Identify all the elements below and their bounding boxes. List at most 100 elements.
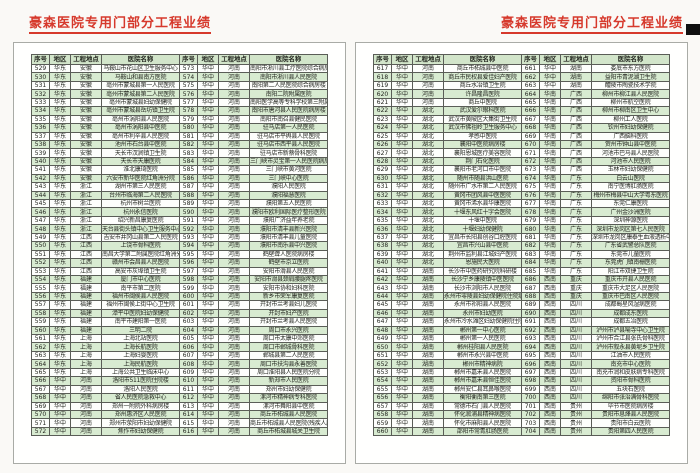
serial-cell: 659: [373, 418, 392, 428]
table-row: 638 华中 湖北 宜昌市兴山县中医院 682 华南 广东 广东省武警总队医院: [373, 241, 670, 251]
location-cell: 广西: [560, 165, 592, 175]
hospital-name-cell: 省人民医院急救中心: [101, 393, 180, 403]
serial-cell: 612: [179, 393, 198, 403]
serial-cell: 677: [521, 198, 540, 209]
serial-cell: 650: [373, 342, 392, 352]
serial-cell: 691: [521, 317, 540, 327]
location-cell: 四川: [560, 367, 592, 378]
location-cell: 四川: [560, 317, 592, 327]
table-row: 571华中河南郑州市荥阳市妇幼保健院615华中河南商丘市柘城县人民医院(残疾人康…: [31, 418, 328, 428]
location-cell: 河南: [218, 367, 250, 378]
region-cell: 华东: [49, 80, 71, 91]
hospital-name-cell: 福州市闽侯上街中心卫生院: [101, 300, 180, 310]
serial-cell: 547: [31, 215, 50, 226]
region-cell: 华中: [539, 80, 561, 91]
hospital-name-cell: 厦门市中心医院: [101, 274, 180, 285]
region-cell: 华东: [49, 274, 71, 285]
region-cell: 华东: [49, 291, 71, 302]
hospital-name-cell: 湖州市第三人民医院: [101, 182, 180, 192]
region-cell: 华东: [49, 131, 71, 141]
serial-cell: 671: [521, 148, 540, 158]
location-cell: 湖南: [412, 359, 444, 369]
location-cell: 安徽: [70, 89, 102, 99]
hospital-name-cell: 洛阳市511医院住院楼: [101, 376, 180, 386]
location-cell: 河南: [218, 215, 250, 226]
serial-cell: 695: [521, 350, 540, 361]
hospital-name-cell: 驻马店市新蔡骨科医院: [249, 148, 328, 158]
serial-cell: 684: [521, 258, 540, 268]
hospital-name-cell: 驻马店第一人民医院: [249, 123, 328, 133]
hospital-name-cell: 长沙市浏阳市人民医院: [443, 283, 522, 293]
location-cell: 上海: [70, 359, 102, 369]
table-row: 659 华中 湖南 怀化市麻阳县人民医院 703 西南 贵州 贵阳市白云医院: [373, 418, 670, 428]
location-cell: 福建: [70, 325, 102, 336]
serial-cell: 670: [521, 139, 540, 150]
serial-cell: 534: [31, 106, 50, 116]
hospital-name-cell: 永州市冷水滩区妇幼保健院住院病房楼: [443, 317, 522, 327]
column-header-serial: 序号: [179, 54, 198, 65]
table-row: 569 华中 河南 郑州一附院外科病房楼 613 华中 河南 漯河市舞阳县中医院: [31, 401, 328, 411]
hospital-name-cell: 郑州惠济区人民医院: [101, 409, 180, 420]
serial-cell: 702: [521, 409, 540, 420]
location-cell: 河南: [218, 156, 250, 167]
location-cell: 福建: [70, 300, 102, 310]
region-cell: 华中: [391, 114, 413, 125]
serial-cell: 539: [31, 148, 50, 158]
location-cell: 浙江: [70, 207, 102, 217]
location-cell: 安徽: [70, 123, 102, 133]
hospital-name-cell: 邵阳市常青肛肠医院: [443, 426, 522, 437]
region-cell: 华南: [539, 232, 561, 243]
serial-cell: 676: [521, 190, 540, 201]
location-cell: 河南: [218, 89, 250, 99]
location-cell: 湖南: [412, 317, 444, 327]
region-cell: 华中: [391, 249, 413, 260]
table-row: 657 华中 湖南 常德市石门县人民医院 701 西南 贵州 毕节市医院病房楼: [373, 401, 670, 411]
table-row: 646 华中 湖南 永州市妇幼医院 690 西南 四川 成都成东医院: [373, 308, 670, 319]
region-cell: 华中: [49, 426, 71, 437]
serial-cell: 590: [179, 207, 198, 217]
location-cell: 河南: [218, 258, 250, 268]
table-row: 532 华东 安徽 亳州市蒙城县第二人民医院 576 华中 河南 南阳二院附属医院: [31, 89, 328, 99]
region-cell: 华中: [391, 401, 413, 411]
serial-cell: 625: [373, 131, 392, 141]
serial-cell: 549: [31, 232, 50, 243]
region-cell: 华南: [539, 224, 561, 234]
hospital-name-cell: 商丘水冶镇卫生院: [443, 80, 522, 91]
table-row: 629 华中 湖北 襄阳市老河口市中医院 673 华南 广西 玉林市妇幼保健院: [373, 165, 670, 175]
location-cell: 上海: [70, 367, 102, 378]
region-cell: 华中: [49, 384, 71, 395]
location-cell: 河南: [218, 165, 250, 175]
hospital-name-cell: 玉林市妇幼保健院: [591, 165, 670, 175]
hospital-name-cell: 郴州第一中心医院: [443, 325, 522, 336]
serial-cell: 688: [521, 291, 540, 302]
table-row: 634 华中 湖北 十堰东风红十字会医院 678 华南 广东 广州金沙洲医院: [373, 207, 670, 217]
table-row: 554 华东 福建 厦门市中心医院 598 华中 河南 安阳市滑县颈肩腰腿疼医院: [31, 274, 328, 285]
table-row: 564 华东 上海 上海民航医院 608 华中 河南 周口市扶沟县永善医院: [31, 359, 328, 369]
serial-cell: 598: [179, 274, 198, 285]
region-cell: 华东: [49, 249, 71, 260]
hospital-name-cell: 河池市人民医院: [591, 156, 670, 167]
region-cell: 华中: [197, 367, 219, 378]
hospital-name-cell: 成都成东医院: [591, 308, 670, 319]
location-cell: 四川: [560, 359, 592, 369]
hospital-name-cell: 周口市永兴医院: [249, 325, 328, 336]
location-cell: 贵州: [560, 426, 592, 437]
hospital-name-cell: 亳州市涡阳县中医院: [101, 123, 180, 133]
region-cell: 华中: [391, 300, 413, 310]
serial-cell: 622: [373, 106, 392, 116]
table-row: 639 华中 湖北 荆州市监利县江城妇产医院 683 华南 广东 东莞市儿童医院: [373, 249, 670, 260]
location-cell: 湖南: [412, 384, 444, 395]
location-cell: 河南: [218, 409, 250, 420]
table-row: 539 华东 安徽 天长市汊涧镇卫生院 583 华中 河南 驻马店市新蔡骨科医院: [31, 148, 328, 158]
hospital-name-cell: 成都蜀星风湿病医院: [591, 300, 670, 310]
hospital-name-cell: 南阳市淅川县人民医院: [249, 72, 328, 82]
serial-cell: 649: [373, 333, 392, 344]
column-header-hospital-name: 医院名称: [443, 54, 522, 65]
location-cell: 安徽: [70, 148, 102, 158]
table-row: 624 华中 湖北 武汉市佛祖岭卫生服务中心 668 华南 广西 钦州市妇幼保健院: [373, 123, 670, 133]
table-row: 559 华东 福建 南平市建阳第一医院 603 华中 河南 开封市兰考县人民医院: [31, 317, 328, 327]
serial-cell: 615: [179, 418, 198, 428]
serial-cell: 577: [179, 97, 198, 108]
region-cell: 华东: [49, 266, 71, 276]
table-row: 538 华东 安徽 池州市石台县中医院 582 华中 河南 驻马店市西平县人民医院: [31, 139, 328, 150]
